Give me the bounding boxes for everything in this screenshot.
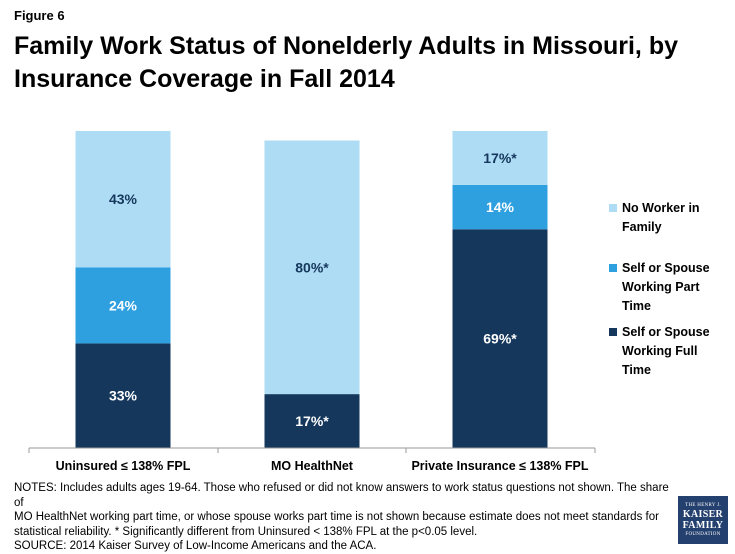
bar-segment-2-1 (452, 184, 548, 230)
category-label-1: MO HealthNet (271, 459, 354, 473)
data-label-0-2: 43% (109, 191, 138, 207)
legend-label-2-0: Self or Spouse (622, 325, 710, 339)
data-label-0-0: 33% (109, 388, 138, 404)
legend-swatch-2 (609, 328, 617, 336)
data-label-2-1: 14% (486, 199, 515, 215)
legend-label-1-1: Working Part (622, 280, 700, 294)
legend-swatch-0 (609, 204, 617, 212)
data-label-1-2: 80%* (295, 259, 329, 275)
logo-line-4: FOUNDATION (685, 532, 721, 537)
bar-segment-1-2 (264, 140, 360, 395)
notes-line-3: statistical reliability. * Significantly… (14, 525, 478, 538)
data-label-2-2: 17%* (483, 150, 517, 166)
chart-title: Family Work Status of Nonelderly Adults … (14, 32, 678, 93)
notes-line-2: MO HealthNet working part time, or whose… (14, 511, 659, 523)
data-label-1-0: 17%* (295, 413, 329, 429)
logo-line-1: THE HENRY J. (685, 503, 721, 508)
legend-label-1-0: Self or Spouse (622, 261, 710, 275)
category-label-0: Uninsured ≤ 138% FPL (56, 459, 191, 473)
legend-label-1-2: Time (622, 299, 651, 313)
bar-segment-2-2 (452, 131, 548, 185)
data-label-0-1: 24% (109, 297, 138, 313)
bar-segment-0-1 (75, 267, 171, 344)
category-label-2: Private Insurance ≤ 138% FPL (411, 459, 588, 473)
legend-label-2-2: Time (622, 363, 651, 377)
legend-swatch-1 (609, 264, 617, 272)
figure-label: Figure 6 (14, 8, 65, 23)
legend-label-0-0: No Worker in (622, 201, 700, 215)
stacked-bar-chart: 33% 24% 43% Uninsured ≤ 138% FPL 17%* 80%* MO … (28, 131, 710, 473)
logo-line-3: FAMILY (682, 520, 724, 531)
bar-segment-0-0 (75, 343, 171, 448)
notes-line-1: NOTES: Includes adults ages 19-64. Those… (14, 482, 669, 509)
bar-segment-2-0 (452, 229, 548, 448)
data-label-2-0: 69%* (483, 331, 517, 347)
kff-logo: THE HENRY J. KAISER FAMILY FOUNDATION (678, 496, 728, 544)
logo-line-2: KAISER (682, 509, 724, 520)
bar-segment-0-2 (75, 131, 171, 268)
legend-label-0-1: Family (622, 220, 662, 234)
notes: NOTES: Includes adults ages 19-64. Those… (14, 481, 669, 554)
source-line: SOURCE: 2014 Kaiser Survey of Low-Income… (14, 540, 377, 552)
bar-segment-1-0 (264, 394, 360, 448)
legend-label-2-1: Working Full (622, 344, 697, 358)
